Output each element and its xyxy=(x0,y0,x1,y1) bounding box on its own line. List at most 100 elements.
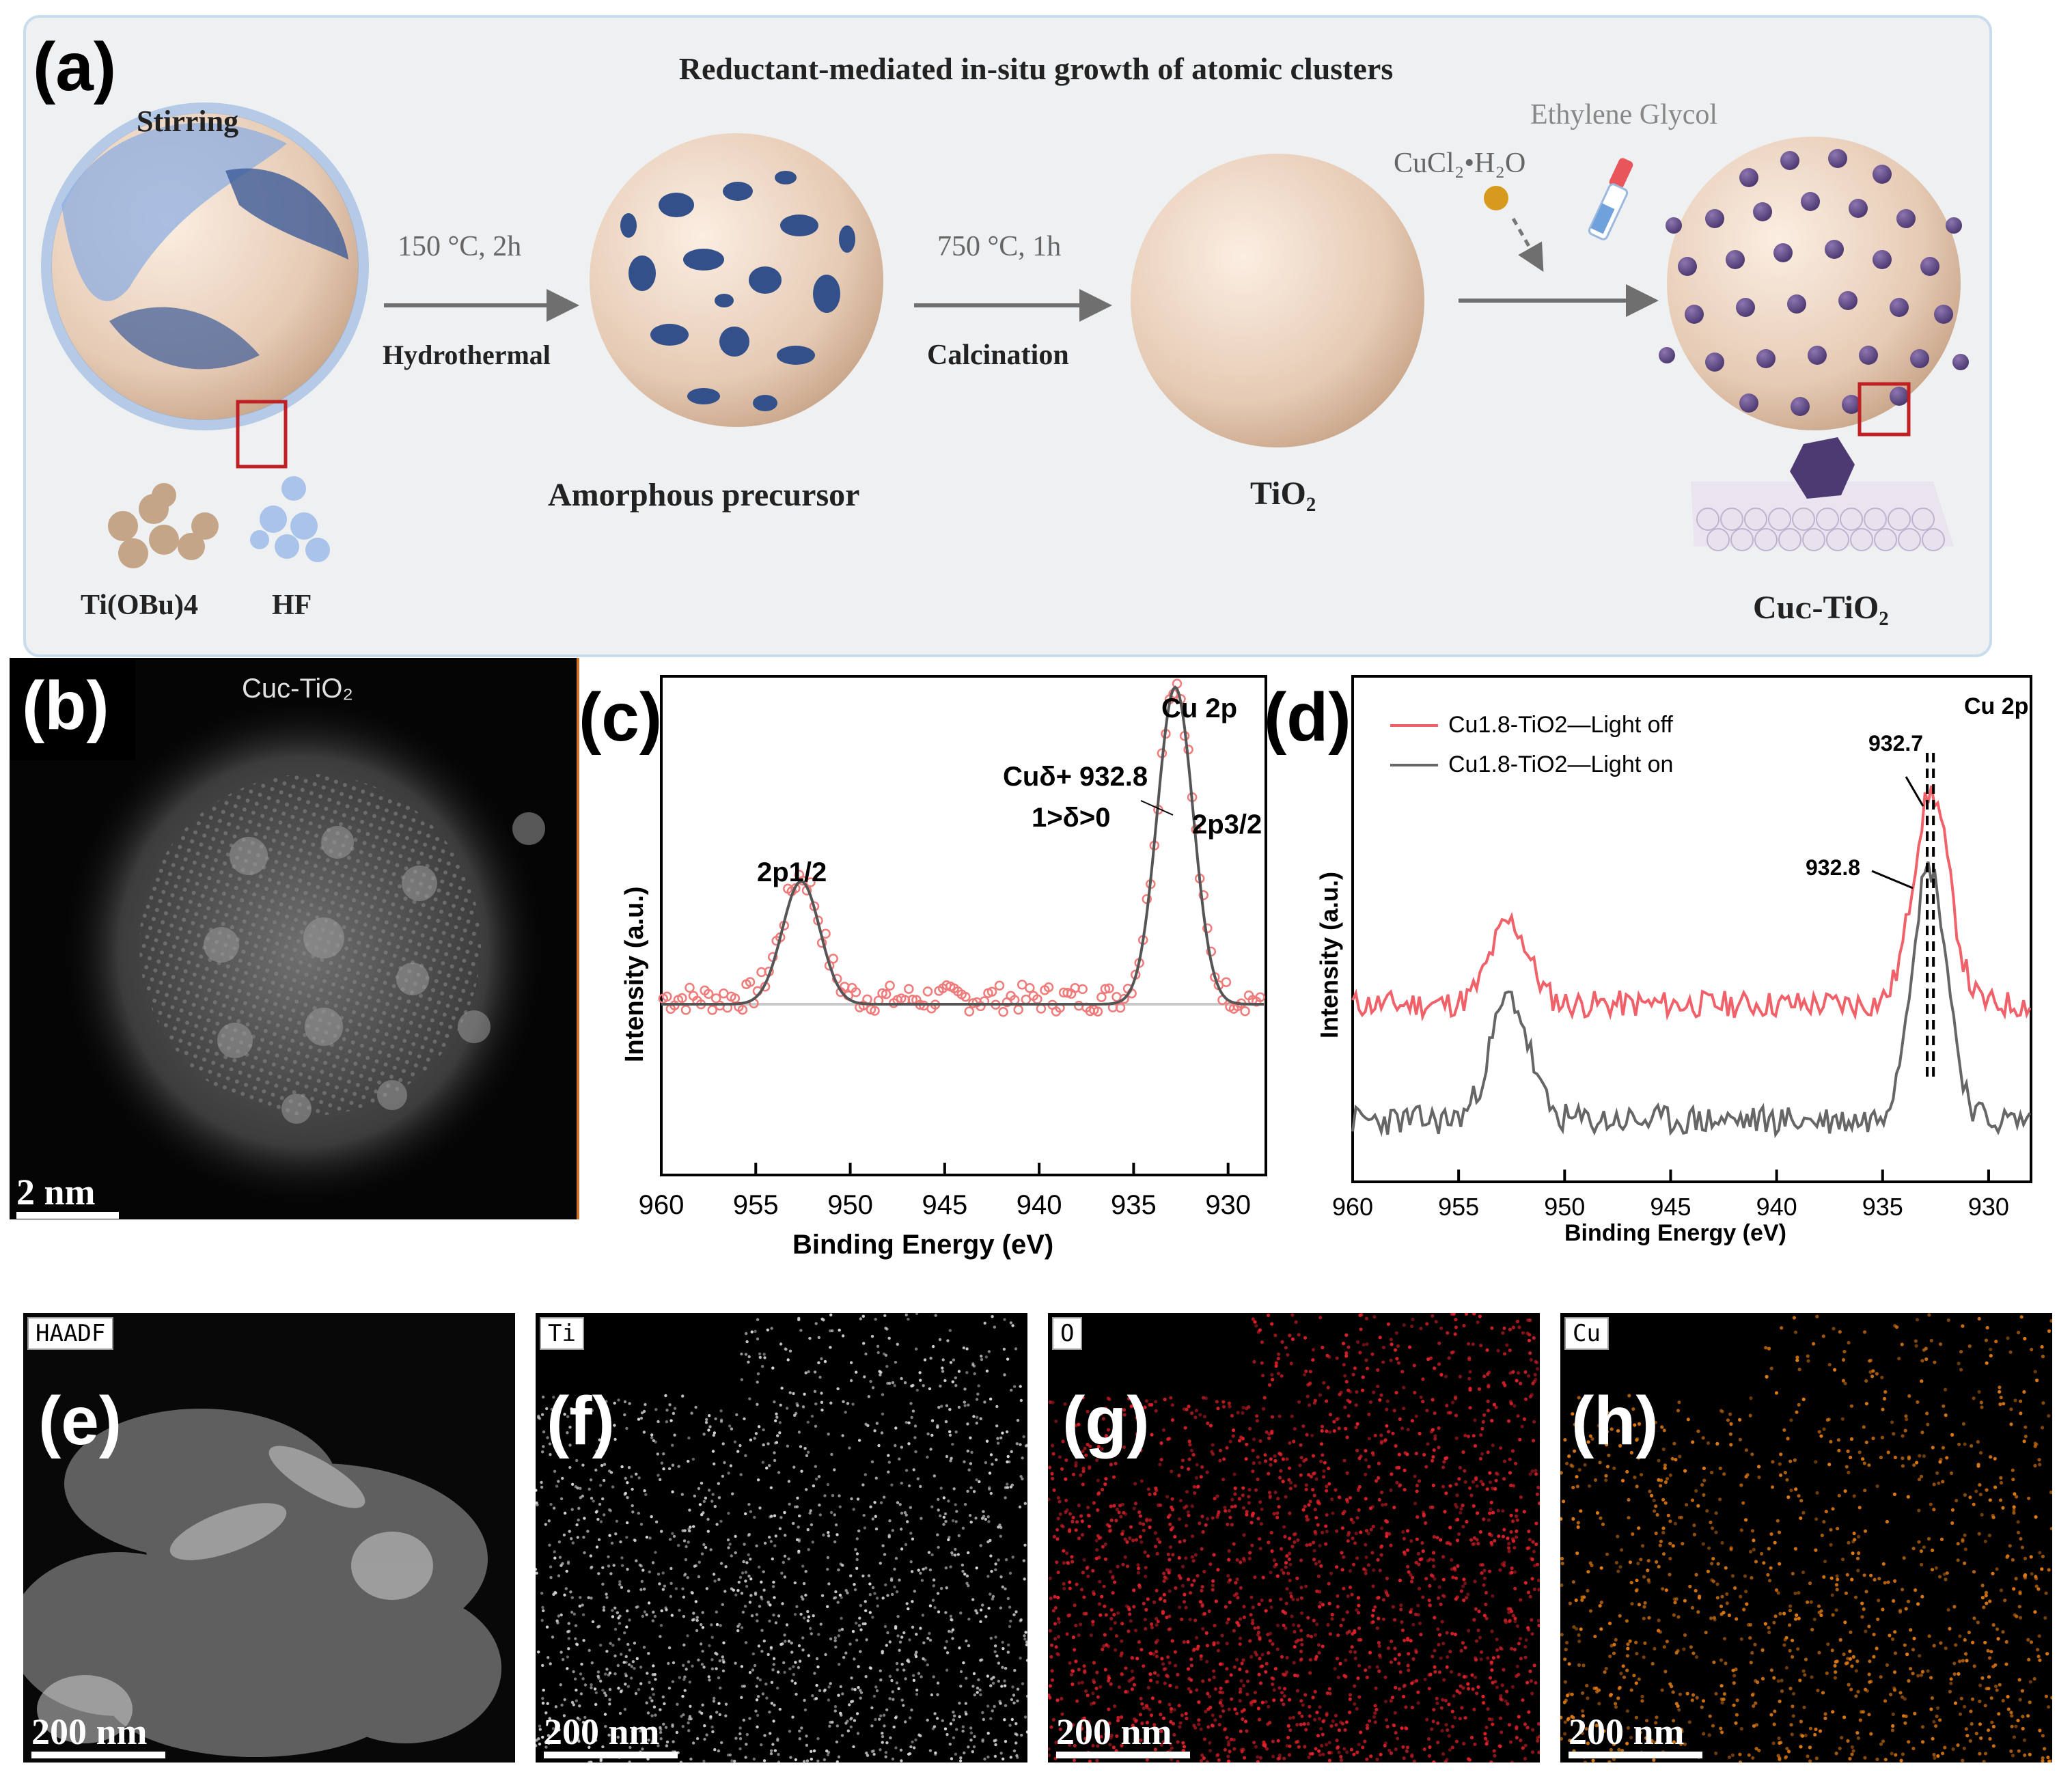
map-dot xyxy=(1148,1672,1152,1676)
map-dot xyxy=(1405,1548,1410,1552)
map-dot xyxy=(997,1661,1001,1665)
map-dot xyxy=(1107,1676,1111,1681)
map-dot xyxy=(776,1434,779,1437)
panel-d-annotation-arrow-1 xyxy=(1905,776,1924,807)
map-dot xyxy=(1914,1344,1918,1348)
map-dot xyxy=(1972,1616,1976,1620)
map-dot xyxy=(687,1540,690,1544)
map-dot xyxy=(1612,1742,1616,1747)
map-dot xyxy=(1922,1545,1926,1549)
map-dot xyxy=(1454,1325,1458,1329)
map-dot xyxy=(893,1585,896,1589)
map-dot xyxy=(1054,1741,1058,1745)
map-dot xyxy=(541,1663,544,1668)
map-dot xyxy=(1421,1510,1426,1515)
map-dot xyxy=(1814,1460,1818,1464)
map-dot xyxy=(985,1439,989,1443)
map-dot xyxy=(740,1665,744,1668)
map-dot xyxy=(784,1534,787,1537)
map-dot xyxy=(595,1450,598,1453)
map-dot xyxy=(1484,1616,1489,1620)
map-dot xyxy=(1476,1511,1480,1515)
map-dot xyxy=(1808,1581,1812,1586)
map-dot xyxy=(588,1745,591,1749)
map-dot xyxy=(651,1561,655,1564)
map-dot xyxy=(1941,1446,1946,1450)
map-dot xyxy=(1932,1644,1936,1648)
map-dot xyxy=(1229,1673,1233,1677)
map-dot xyxy=(1185,1716,1189,1721)
map-dot xyxy=(1130,1687,1134,1691)
map-dot xyxy=(978,1480,981,1484)
map-dot xyxy=(1394,1685,1398,1689)
map-dot xyxy=(1109,1733,1114,1737)
map-dot xyxy=(1016,1419,1020,1422)
map-dot xyxy=(572,1670,575,1674)
map-dot xyxy=(694,1600,697,1603)
map-dot xyxy=(1208,1424,1213,1428)
map-dot xyxy=(1139,1479,1144,1483)
map-dot xyxy=(693,1494,696,1498)
map-dot xyxy=(1849,1455,1853,1460)
map-dot xyxy=(654,1733,658,1737)
map-dot xyxy=(1977,1532,1981,1536)
map-dot xyxy=(894,1443,897,1448)
map-dot xyxy=(1528,1351,1532,1355)
map-dot xyxy=(1523,1370,1528,1374)
map-dot xyxy=(1564,1648,1568,1652)
map-dot xyxy=(1783,1756,1788,1760)
map-dot xyxy=(1064,1458,1068,1463)
map-dot xyxy=(1754,1560,1758,1564)
map-dot xyxy=(1461,1641,1465,1645)
map-dot xyxy=(1292,1661,1296,1665)
map-dot xyxy=(1121,1562,1125,1566)
map-dot xyxy=(763,1734,766,1737)
map-dot xyxy=(774,1534,777,1538)
map-dot xyxy=(1018,1505,1022,1509)
map-dot xyxy=(800,1726,803,1730)
map-dot xyxy=(1502,1564,1506,1568)
map-dot xyxy=(838,1593,842,1597)
map-dot xyxy=(1208,1741,1212,1745)
map-dot xyxy=(1523,1743,1528,1747)
map-dot xyxy=(1957,1442,1961,1446)
map-dot xyxy=(1023,1637,1027,1641)
map-dot xyxy=(1389,1338,1393,1342)
map-dot xyxy=(983,1757,986,1761)
map-dot xyxy=(1082,1595,1086,1599)
map-dot xyxy=(1258,1500,1262,1504)
map-dot xyxy=(1567,1662,1571,1666)
map-dot xyxy=(1339,1754,1343,1759)
map-dot xyxy=(570,1537,573,1540)
map-dot xyxy=(654,1713,657,1717)
map-dot xyxy=(1325,1353,1329,1357)
map-dot xyxy=(1122,1408,1127,1412)
map-dot xyxy=(1280,1340,1284,1344)
map-dot xyxy=(2011,1468,2015,1472)
map-dot xyxy=(904,1543,908,1547)
map-dot xyxy=(1970,1443,1974,1448)
map-dot xyxy=(1145,1758,1149,1762)
map-dot xyxy=(700,1623,703,1627)
map-dot xyxy=(1983,1704,1987,1708)
map-dot xyxy=(1893,1630,1897,1634)
map-dot xyxy=(1373,1605,1377,1609)
map-dot xyxy=(869,1666,872,1670)
map-dot xyxy=(952,1718,956,1722)
map-dot xyxy=(894,1557,898,1560)
map-dot xyxy=(1841,1379,1845,1383)
map-dot xyxy=(866,1754,870,1757)
map-dot xyxy=(1829,1576,1834,1580)
map-dot xyxy=(792,1665,795,1668)
map-dot xyxy=(1530,1469,1534,1474)
map-dot xyxy=(1986,1648,1990,1653)
map-dot xyxy=(2036,1587,2041,1591)
map-dot xyxy=(1860,1615,1864,1619)
map-dot xyxy=(1308,1671,1312,1675)
map-dot xyxy=(790,1650,794,1654)
map-dot xyxy=(1629,1581,1633,1585)
map-dot xyxy=(991,1709,994,1713)
map-dot xyxy=(900,1528,903,1531)
map-dot xyxy=(1532,1420,1536,1424)
map-dot xyxy=(1562,1499,1566,1504)
